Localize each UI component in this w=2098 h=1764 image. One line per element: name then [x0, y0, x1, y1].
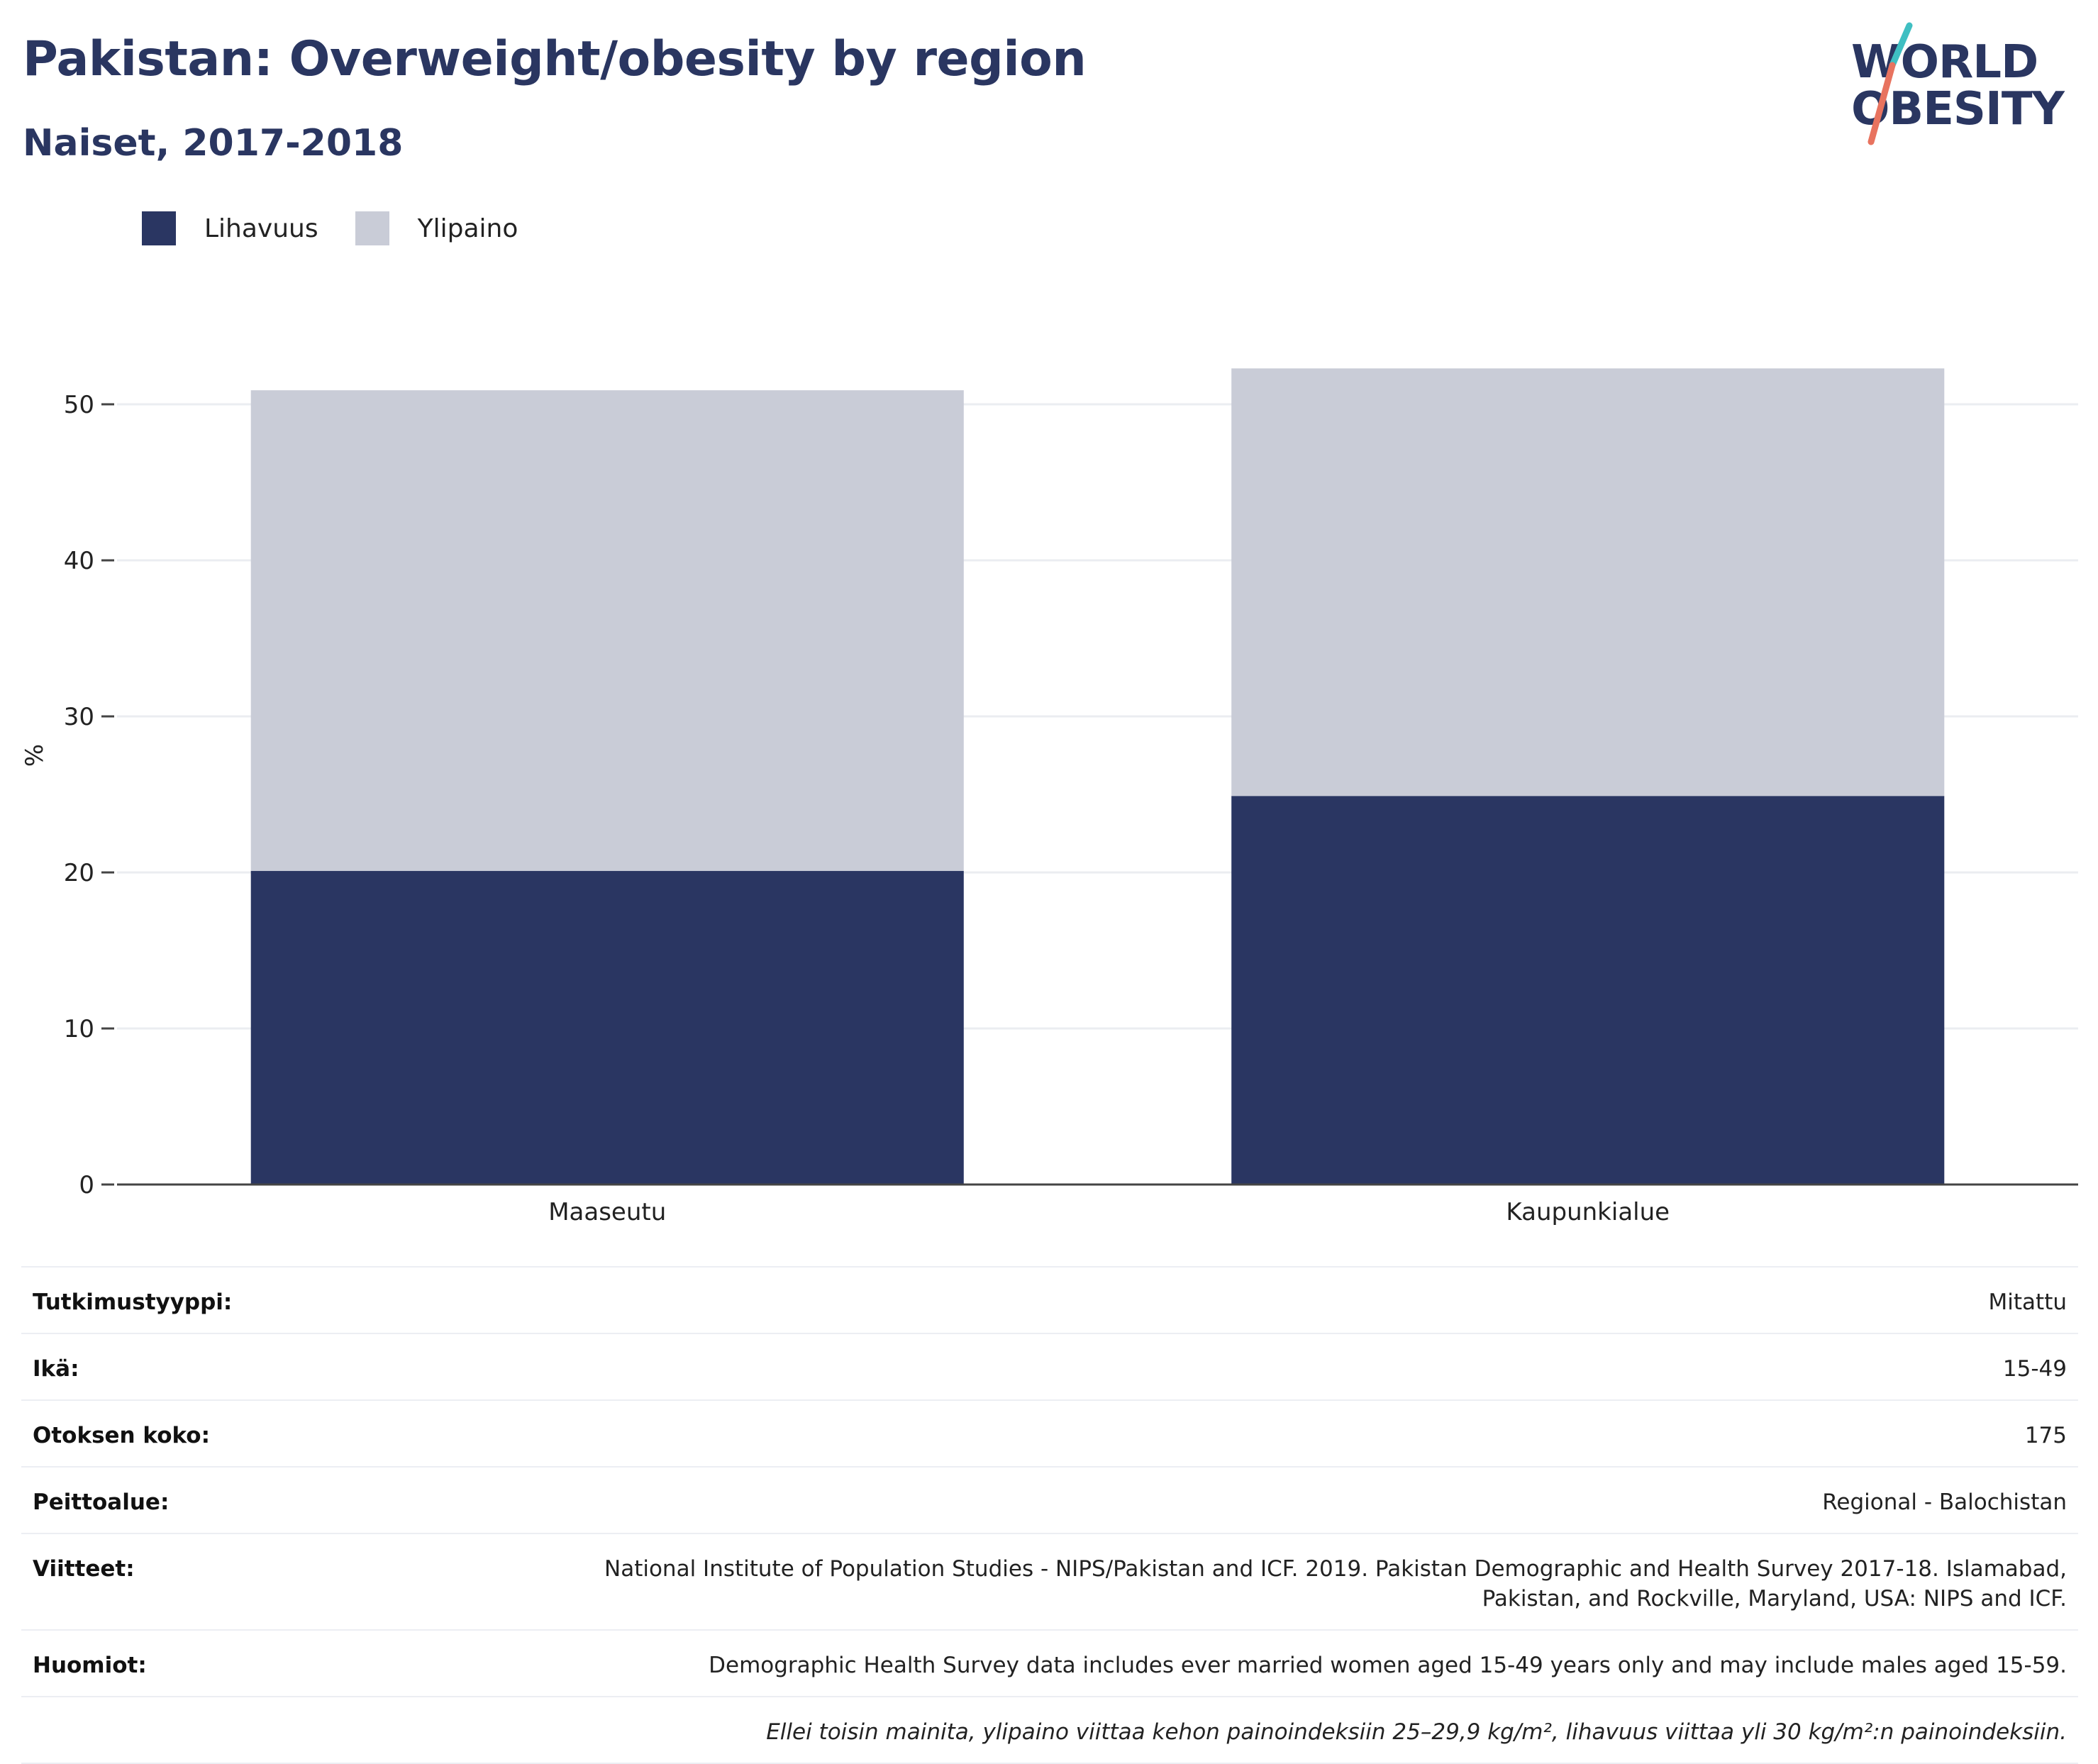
meta-value: 175 [2024, 1423, 2067, 1448]
footnote: Ellei toisin mainita, ylipaino viittaa k… [766, 1719, 2067, 1745]
y-axis-label: % [21, 744, 49, 767]
meta-value: 15-49 [2002, 1356, 2067, 1382]
x-tick-label: Maaseutu [548, 1198, 666, 1226]
bar-lihavuus-kaupunkialue [1231, 796, 1945, 1185]
meta-value: National Institute of Population Studies… [604, 1556, 2067, 1612]
logo-slash-icon [1867, 22, 1913, 145]
chart-legend: Lihavuus Ylipaino [142, 210, 555, 247]
bar-lihavuus-maaseutu [250, 870, 964, 1185]
world-obesity-logo: WORLD OBESITY [1851, 21, 2085, 149]
y-tick-label: 0 [79, 1171, 94, 1199]
meta-label: Viitteet: [33, 1556, 135, 1582]
meta-label: Tutkimustyyppi: [33, 1289, 233, 1315]
meta-row-references: Viitteet: National Institute of Populati… [21, 1534, 2078, 1631]
meta-label: Huomiot: [33, 1653, 147, 1678]
meta-row-sample-size: Otoksen koko: 175 [21, 1401, 2078, 1468]
legend-item-ylipaino[interactable]: Ylipaino [355, 211, 518, 245]
y-tick-label: 40 [64, 547, 94, 575]
x-tick-label: Kaupunkialue [1506, 1198, 1670, 1226]
meta-row-notes: Huomiot: Demographic Health Survey data … [21, 1631, 2078, 1697]
legend-item-lihavuus[interactable]: Lihavuus [142, 211, 318, 245]
meta-value: Mitattu [1988, 1289, 2067, 1315]
chart-subtitle: Naiset, 2017-2018 [23, 122, 404, 165]
stacked-bar-chart: 0 10 20 30 40 50% Maaseutu Kaupunkialue [21, 368, 2078, 1226]
bar-ylipaino-maaseutu [250, 390, 964, 871]
meta-row-study-type: Tutkimustyyppi: Mitattu [21, 1267, 2078, 1334]
meta-value: Demographic Health Survey data includes … [709, 1653, 2067, 1678]
meta-row-coverage: Peittoalue: Regional - Balochistan [21, 1468, 2078, 1534]
meta-value: Regional - Balochistan [1822, 1490, 2067, 1515]
meta-label: Otoksen koko: [33, 1423, 210, 1448]
y-tick-label: 30 [64, 703, 94, 731]
y-tick-label: 20 [64, 859, 94, 887]
y-tick-label: 10 [64, 1015, 94, 1043]
meta-label: Peittoalue: [33, 1490, 170, 1515]
bar-ylipaino-kaupunkialue [1231, 368, 1945, 797]
legend-label-lihavuus: Lihavuus [204, 213, 318, 243]
logo-text-world: WORLD [1851, 36, 2038, 89]
meta-label: Ikä: [33, 1356, 79, 1382]
metadata-table: Tutkimustyyppi: Mitattu Ikä: 15-49 Otoks… [21, 1266, 2078, 1764]
chart-title: Pakistan: Overweight/obesity by region [23, 31, 1087, 87]
meta-row-age: Ikä: 15-49 [21, 1334, 2078, 1401]
meta-row-footnote: Ellei toisin mainita, ylipaino viittaa k… [21, 1697, 2078, 1764]
legend-label-ylipaino: Ylipaino [417, 213, 518, 243]
y-tick-label: 50 [64, 391, 94, 419]
legend-swatch-lihavuus [142, 211, 176, 245]
legend-swatch-ylipaino [355, 211, 389, 245]
